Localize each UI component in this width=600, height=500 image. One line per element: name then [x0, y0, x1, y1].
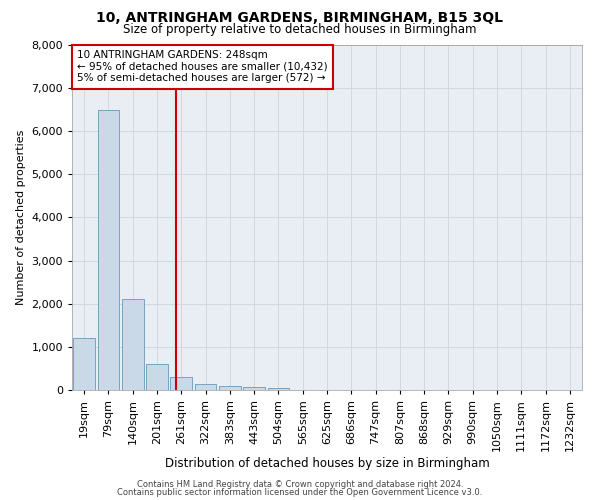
Bar — [73, 338, 95, 390]
X-axis label: Distribution of detached houses by size in Birmingham: Distribution of detached houses by size … — [164, 456, 490, 469]
Bar — [219, 386, 241, 390]
Text: 10 ANTRINGHAM GARDENS: 248sqm
← 95% of detached houses are smaller (10,432)
5% o: 10 ANTRINGHAM GARDENS: 248sqm ← 95% of d… — [77, 50, 328, 84]
Bar — [146, 364, 168, 390]
Bar — [243, 387, 265, 390]
Bar — [268, 388, 289, 390]
Bar — [194, 384, 217, 390]
Bar — [97, 110, 119, 390]
Bar — [170, 377, 192, 390]
Text: 10, ANTRINGHAM GARDENS, BIRMINGHAM, B15 3QL: 10, ANTRINGHAM GARDENS, BIRMINGHAM, B15 … — [97, 11, 503, 25]
Text: Size of property relative to detached houses in Birmingham: Size of property relative to detached ho… — [123, 22, 477, 36]
Text: Contains public sector information licensed under the Open Government Licence v3: Contains public sector information licen… — [118, 488, 482, 497]
Bar — [122, 300, 143, 390]
Text: Contains HM Land Registry data © Crown copyright and database right 2024.: Contains HM Land Registry data © Crown c… — [137, 480, 463, 489]
Y-axis label: Number of detached properties: Number of detached properties — [16, 130, 26, 305]
